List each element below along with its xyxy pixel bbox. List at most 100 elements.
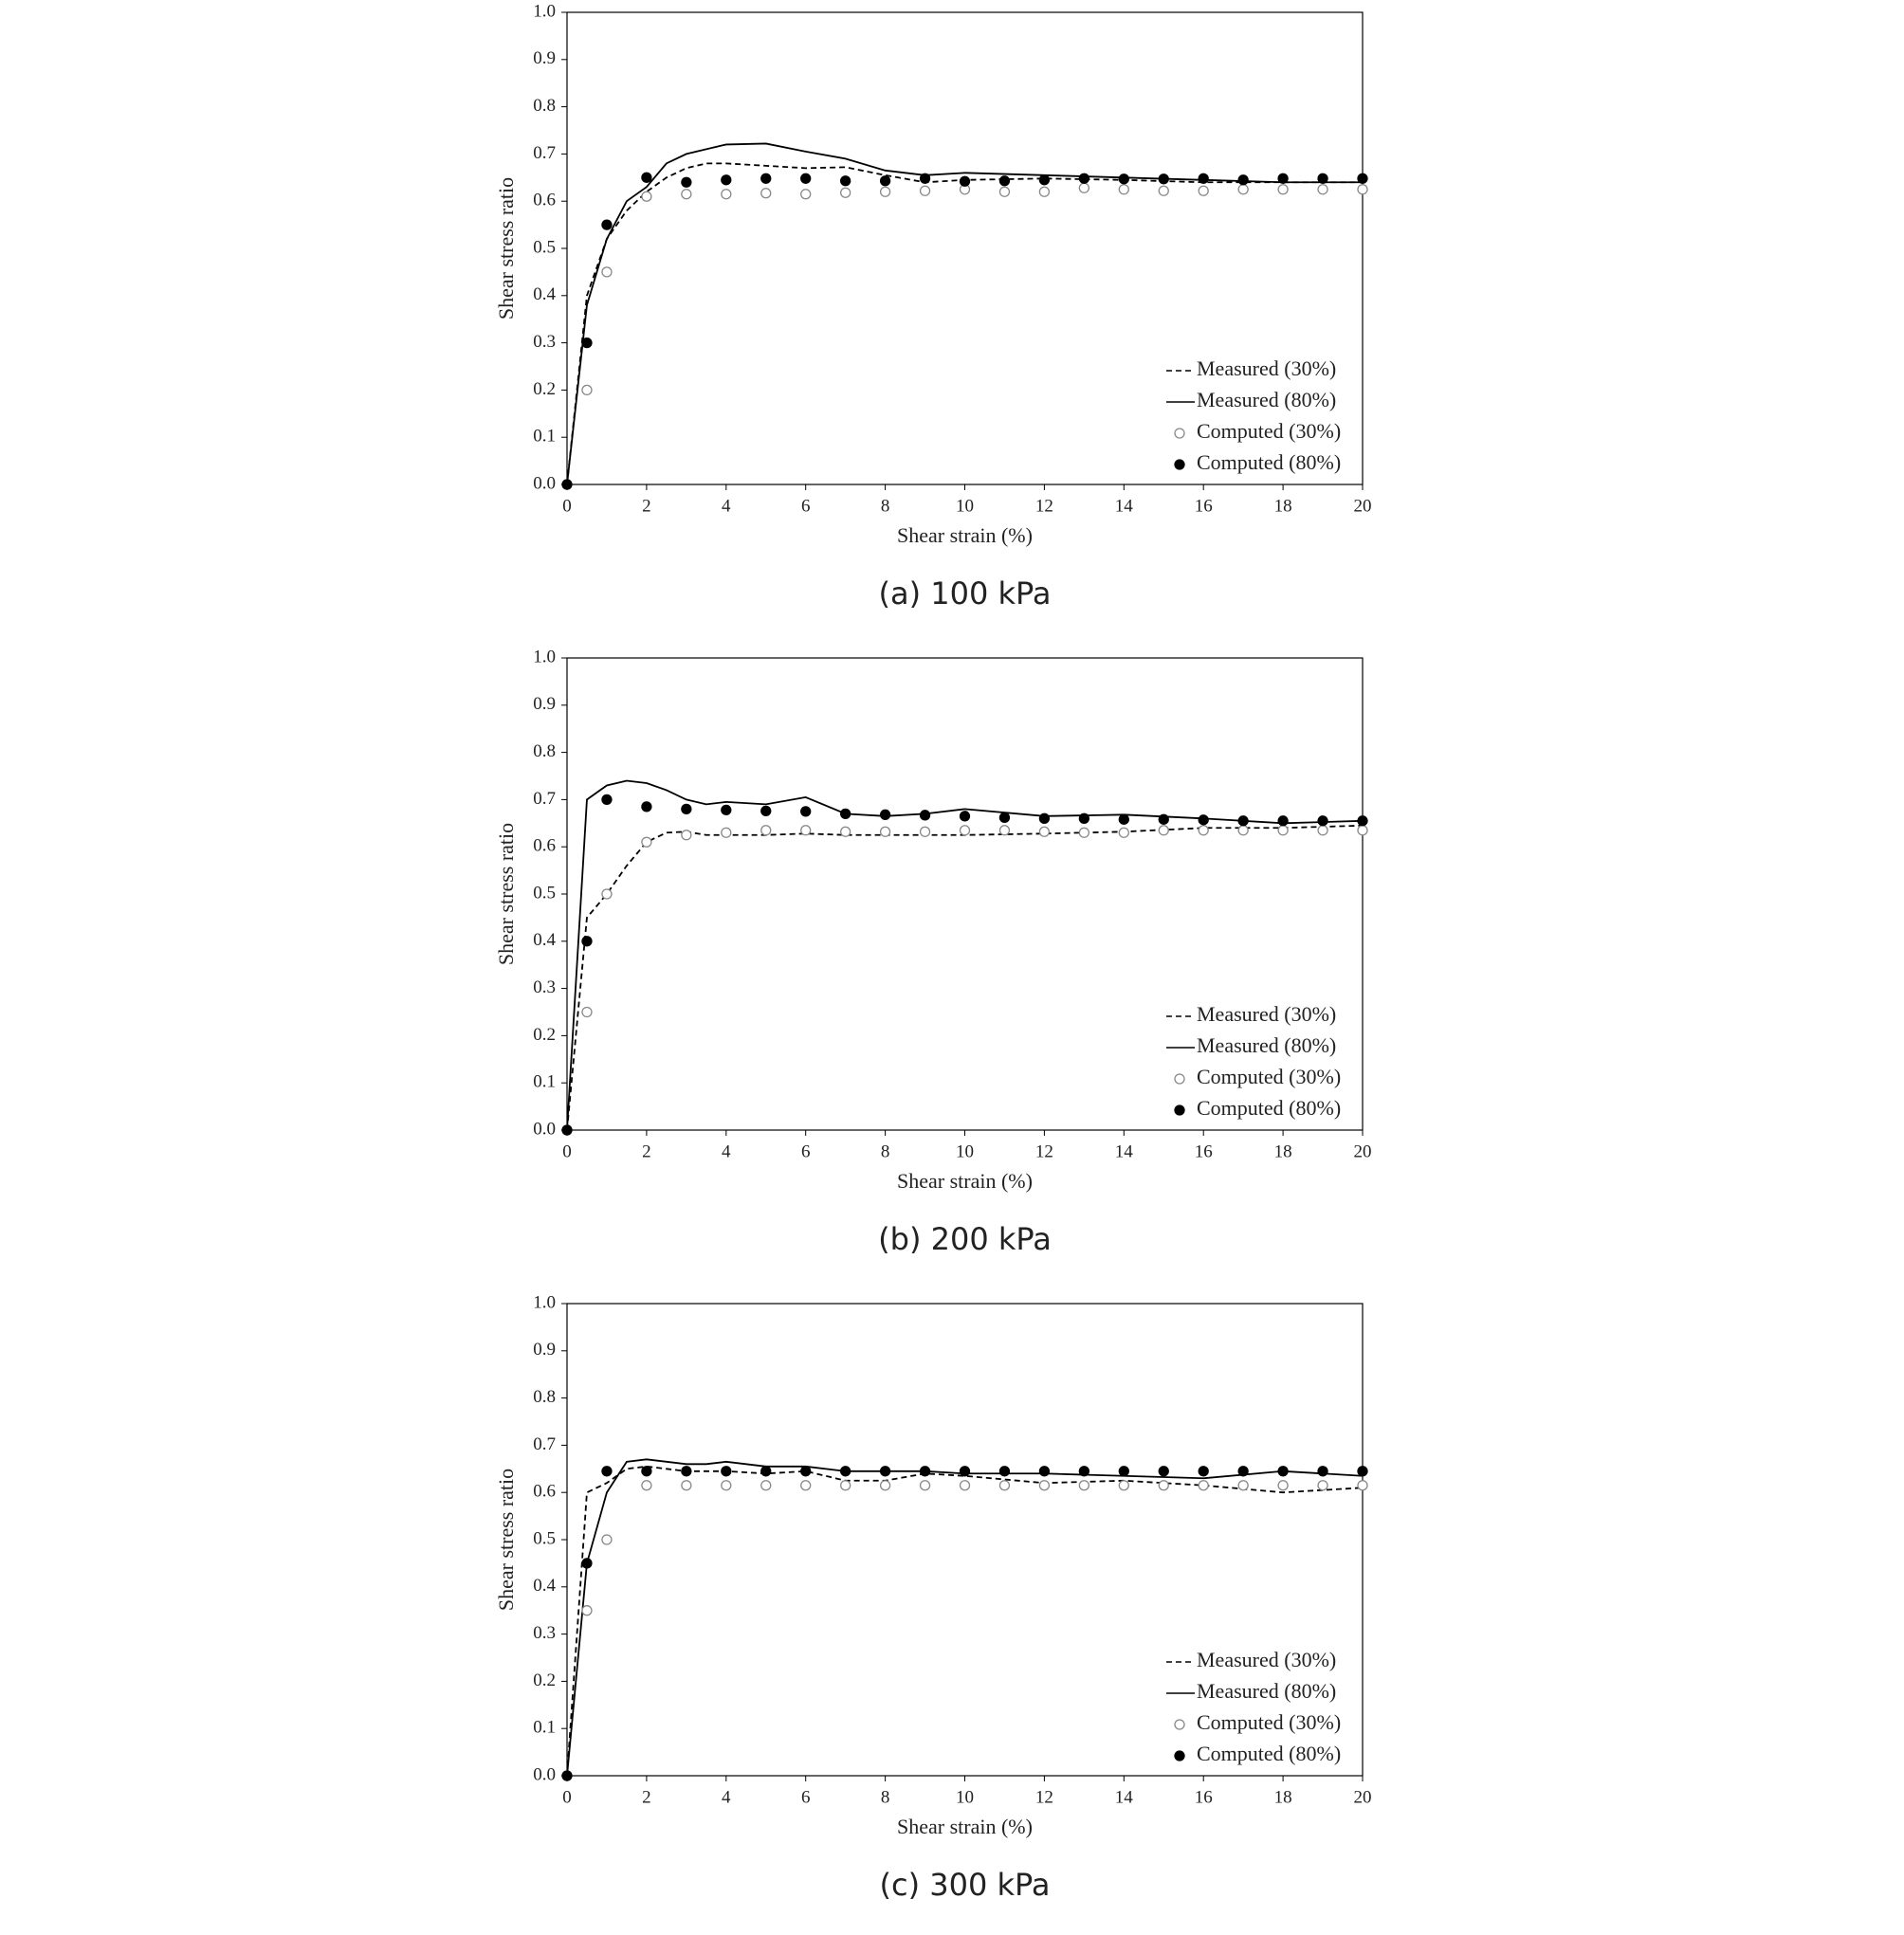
point — [1158, 825, 1169, 836]
point — [721, 189, 732, 200]
x-tick-label: 4 — [722, 1787, 731, 1807]
point — [1038, 1466, 1051, 1477]
legend-label: Measured (30%) — [1197, 356, 1336, 380]
y-axis-label: Shear stress ratio — [494, 823, 518, 965]
y-tick-label: 1.0 — [533, 647, 556, 666]
point — [1038, 186, 1051, 197]
point — [721, 174, 732, 186]
point — [561, 1124, 573, 1136]
point — [1118, 1466, 1129, 1477]
x-tick-label: 6 — [801, 496, 811, 516]
x-tick-label: 10 — [956, 496, 974, 516]
line — [566, 142, 1363, 485]
point — [1038, 1480, 1051, 1491]
point — [641, 191, 652, 202]
point — [1277, 1466, 1289, 1477]
point — [581, 1605, 593, 1616]
y-tick-label: 0.9 — [533, 694, 556, 714]
chart: 0.0 0.1 0.2 0.3 0.4 0.5 0.6 0.7 0.8 0.9 1.0 0 2 4 6 8 10… — [494, 1, 1371, 612]
legend-label: Measured (30%) — [1197, 1002, 1336, 1026]
x-tick-label: 8 — [881, 1787, 890, 1807]
point — [681, 830, 692, 841]
point — [1357, 825, 1368, 836]
point — [840, 1466, 851, 1477]
y-tick-label: 0.9 — [533, 48, 556, 68]
legend-marker — [1174, 1104, 1185, 1116]
y-tick-label: 0.7 — [533, 143, 556, 163]
point — [959, 1480, 971, 1491]
point — [800, 1480, 812, 1491]
point — [601, 794, 613, 806]
x-tick-label: 16 — [1195, 496, 1213, 516]
y-tick-label: 0.5 — [533, 237, 556, 257]
x-tick-label: 16 — [1195, 1141, 1213, 1161]
legend-label: Computed (30%) — [1197, 1710, 1341, 1734]
legend-label: Computed (80%) — [1197, 1742, 1341, 1765]
point — [840, 187, 851, 198]
line — [566, 1465, 1364, 1777]
x-tick-label: 20 — [1354, 1141, 1372, 1161]
point — [681, 1480, 692, 1491]
x-tick-label: 14 — [1115, 496, 1134, 516]
point — [919, 1480, 931, 1491]
point — [959, 175, 971, 187]
point — [601, 1466, 613, 1477]
point — [681, 1466, 692, 1477]
point — [581, 337, 593, 349]
y-tick-label: 0.5 — [533, 883, 556, 903]
point — [1158, 173, 1169, 185]
point — [1198, 1480, 1209, 1491]
x-axis-label: Shear strain (%) — [897, 523, 1033, 547]
point — [601, 1534, 613, 1545]
point — [1198, 173, 1209, 184]
point — [1118, 827, 1129, 838]
point — [1038, 812, 1051, 824]
legend-label: Computed (30%) — [1197, 419, 1341, 443]
point — [919, 173, 931, 184]
point — [1237, 174, 1249, 186]
point — [800, 806, 812, 817]
caption: (a) 100 kPa — [879, 575, 1052, 612]
point — [1317, 825, 1328, 836]
point — [1277, 1480, 1289, 1491]
point — [919, 185, 931, 196]
point — [581, 936, 593, 947]
point — [998, 1480, 1011, 1491]
legend-label: Measured (80%) — [1197, 1679, 1336, 1703]
point — [959, 811, 971, 822]
legend-marker — [1174, 1750, 1185, 1762]
point — [800, 173, 812, 184]
y-tick-label: 0.5 — [533, 1528, 556, 1548]
x-tick-label: 20 — [1354, 1787, 1372, 1807]
line — [566, 1458, 1364, 1777]
plot-frame — [566, 1303, 1364, 1777]
y-tick-label: 0.0 — [533, 1764, 556, 1784]
y-tick-label: 1.0 — [533, 1292, 556, 1312]
x-tick-label: 14 — [1115, 1787, 1134, 1807]
point — [1317, 1466, 1328, 1477]
y-tick-label: 0.7 — [533, 1434, 556, 1454]
x-tick-label: 12 — [1035, 496, 1053, 516]
point — [681, 189, 692, 200]
point — [1078, 812, 1089, 824]
x-tick-label: 16 — [1195, 1787, 1213, 1807]
y-tick-label: 0.2 — [533, 379, 556, 399]
legend-label: Computed (30%) — [1197, 1065, 1341, 1088]
y-tick-label: 0.1 — [533, 1718, 556, 1738]
point — [998, 1466, 1011, 1477]
y-tick-label: 0.6 — [533, 191, 556, 210]
point — [1198, 825, 1209, 836]
point — [879, 1480, 891, 1491]
point — [1158, 1480, 1169, 1491]
point — [1078, 1480, 1089, 1491]
point — [1317, 815, 1328, 827]
point — [1118, 184, 1129, 195]
point — [1158, 185, 1169, 196]
caption: (c) 300 kPa — [880, 1867, 1051, 1903]
point — [800, 189, 812, 200]
y-tick-label: 0.3 — [533, 1623, 556, 1643]
x-tick-label: 2 — [642, 1141, 651, 1161]
point — [919, 1466, 931, 1477]
point — [1118, 1480, 1129, 1491]
point — [879, 1466, 891, 1477]
